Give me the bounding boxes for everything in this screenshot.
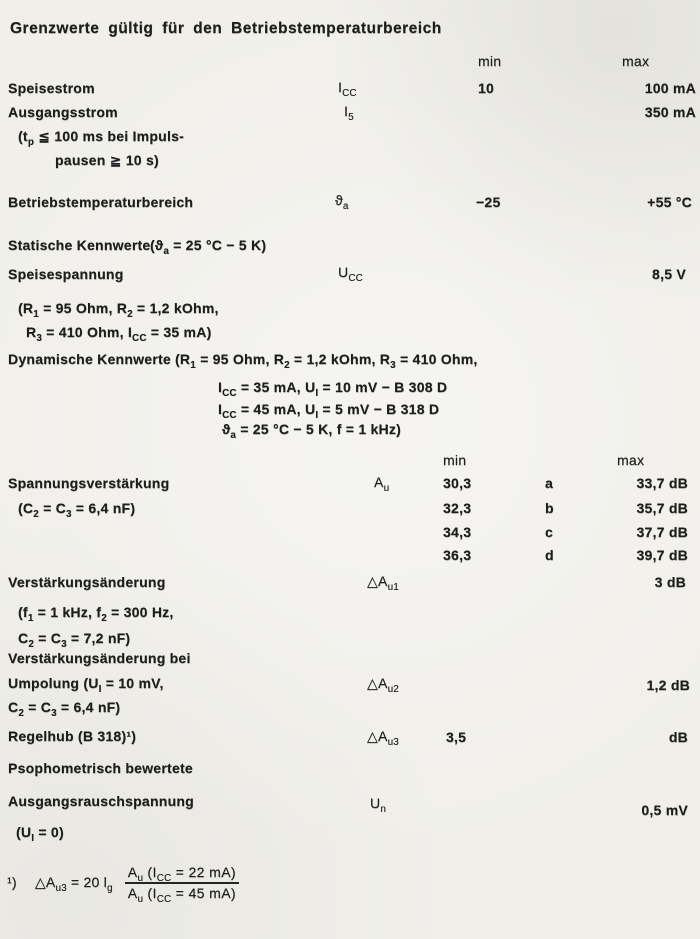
betriebstemperatur-symbol: ϑa (335, 192, 349, 212)
speisespannung-symbol: UCC (338, 264, 363, 284)
table-row-b-group: b (545, 500, 554, 516)
table-row-c-min: 34,3 (443, 524, 472, 540)
verstaerkungsaenderung1-max: 3 dB (654, 574, 686, 590)
verstaerkungsaenderung1-symbol: △Au1 (367, 573, 399, 593)
dynamisch-heading: Dynamische Kennwerte (8, 351, 171, 367)
column-header-min-2: min (443, 452, 467, 468)
rauschspannung-label-line1: Psophometrisch bewertete (8, 760, 193, 776)
betriebstemperatur-label: Betriebstemperaturbereich (8, 194, 194, 210)
footnote-marker: ¹) (7, 874, 17, 891)
statisch-heading: Statische Kennwerte (8, 237, 151, 253)
regelhub-label: Regelhub (B 318)¹) (8, 728, 137, 744)
footnote-formula: ¹) △Au3 = 20 lg Au (ICC = 22 mA) Au (ICC… (7, 864, 239, 905)
spannungsverstaerkung-condition: (C2 = C3 = 6,4 nF) (18, 500, 136, 520)
speisespannung-condition-line2: R3 = 410 Ohm, ICC = 35 mA) (26, 324, 212, 344)
table-row-a-min: 30,3 (443, 475, 472, 491)
speisestrom-label: Speisestrom (8, 80, 95, 96)
speisespannung-max: 8,5 V (652, 266, 686, 282)
ausgangsstrom-condition-line2: pausen ≧ 10 s) (55, 152, 159, 168)
regelhub-max-unit: dB (668, 729, 688, 745)
verstaerkungsaenderung2-symbol: △Au2 (367, 675, 399, 695)
table-row-a-group: a (545, 475, 554, 491)
verstaerkungsaenderung1-label: Verstärkungsänderung (8, 574, 166, 590)
table-row-a-max: 33,7 dB (636, 475, 688, 491)
table-row-d-max: 39,7 dB (636, 547, 688, 563)
ausgangsstrom-max: 350 mA (644, 104, 696, 120)
page-title: Grenzwerte gültig für den Betriebstemper… (10, 20, 442, 37)
ausgangsstrom-condition-line1: (tp ≦ 100 ms bei Impuls- (18, 128, 185, 148)
verstaerkungsaenderung2-max: 1,2 dB (646, 677, 690, 693)
betriebstemperatur-min: −25 (476, 194, 501, 210)
speisespannung-label: Speisespannung (8, 266, 124, 282)
fraction-numerator: Au (ICC = 22 mA) (127, 864, 236, 884)
column-header-max: max (622, 53, 650, 69)
statisch-heading-condition: (ϑa = 25 °C − 5 K) (150, 237, 267, 257)
speisestrom-max: 100 mA (644, 80, 696, 96)
verstaerkungsaenderung2-label-line2: Umpolung (UI = 10 mV, (8, 675, 164, 695)
table-row-b-min: 32,3 (443, 500, 472, 516)
verstaerkungsaenderung1-condition-line1: (f1 = 1 kHz, f2 = 300 Hz, (18, 604, 174, 624)
dynamisch-condition-line2: ICC = 35 mA, UI = 10 mV − B 308 D (218, 379, 448, 399)
rauschspannung-symbol: Un (370, 795, 387, 815)
table-row-c-group: c (545, 524, 554, 540)
ausgangsstrom-symbol: I5 (344, 103, 354, 123)
footnote-fraction: Au (ICC = 22 mA) Au (ICC = 45 mA) (124, 864, 239, 905)
verstaerkungsaenderung2-label-line1: Verstärkungsänderung bei (8, 650, 191, 666)
fraction-bar (124, 882, 239, 884)
table-row-c-max: 37,7 dB (636, 524, 688, 540)
fraction-denominator: Au (ICC = 45 mA) (127, 885, 236, 905)
rauschspannung-max: 0,5 mV (641, 802, 688, 818)
speisestrom-min: 10 (478, 80, 495, 96)
regelhub-symbol: △Au3 (367, 728, 399, 748)
table-row-d-min: 36,3 (443, 547, 472, 563)
rauschspannung-label-line2: Ausgangsrauschspannung (8, 793, 194, 809)
dynamisch-condition-line1: (R1 = 95 Ohm, R2 = 1,2 kOhm, R3 = 410 Oh… (175, 351, 478, 371)
rauschspannung-condition: (UI = 0) (16, 824, 64, 844)
spannungsverstaerkung-symbol: Au (374, 474, 390, 494)
dynamisch-condition-line3: ICC = 45 mA, UI = 5 mV − B 318 D (218, 401, 440, 421)
speisespannung-condition-line1: (R1 = 95 Ohm, R2 = 1,2 kOhm, (18, 300, 219, 320)
ausgangsstrom-label: Ausgangsstrom (8, 104, 118, 120)
regelhub-min: 3,5 (446, 729, 467, 745)
spannungsverstaerkung-label: Spannungsverstärkung (8, 475, 170, 491)
table-row-b-max: 35,7 dB (636, 500, 688, 516)
dynamisch-condition-line4: ϑa = 25 °C − 5 K, f = 1 kHz) (222, 421, 402, 441)
footnote-formula-left: △Au3 = 20 lg (34, 874, 113, 894)
speisestrom-symbol: ICC (338, 79, 357, 99)
table-row-d-group: d (545, 547, 554, 563)
verstaerkungsaenderung1-condition-line2: C2 = C3 = 7,2 nF) (18, 630, 131, 650)
column-header-max-2: max (617, 452, 645, 468)
column-header-min: min (478, 53, 502, 69)
verstaerkungsaenderung2-label-line3: C2 = C3 = 6,4 nF) (8, 699, 121, 719)
betriebstemperatur-max: +55 °C (647, 194, 692, 210)
